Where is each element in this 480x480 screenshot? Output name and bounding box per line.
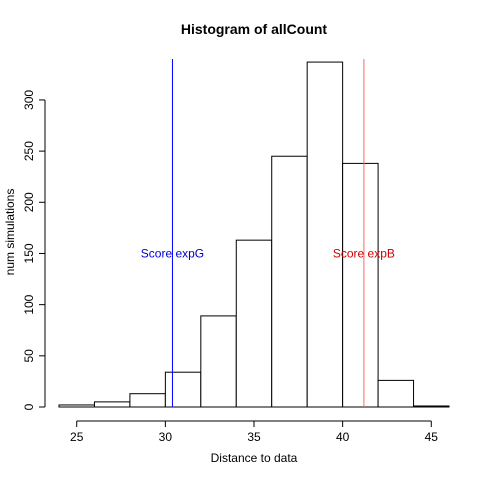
histogram-bar [342, 162, 379, 408]
histogram-bar [413, 405, 450, 408]
y-tick-label: 300 [22, 90, 36, 110]
x-tick-label: 30 [159, 430, 173, 444]
y-tick-label: 50 [22, 349, 36, 363]
y-tick-label: 100 [22, 294, 36, 314]
x-tick-label: 40 [336, 430, 350, 444]
y-tick-label: 0 [22, 403, 36, 410]
chart-title: Histogram of allCount [181, 21, 328, 37]
score-label: Score expB [333, 246, 395, 260]
histogram-bars [58, 61, 450, 408]
histogram-bar [58, 404, 95, 408]
x-axis: 25 30 35 40 45 [70, 420, 439, 444]
histogram-bar [271, 155, 308, 408]
histogram-bar [377, 379, 415, 408]
histogram-bar [93, 401, 131, 408]
histogram-bar [306, 61, 344, 408]
x-tick-label: 45 [425, 430, 439, 444]
annotations: Score expG Score expB [141, 59, 395, 407]
y-axis-label: num simulations [3, 189, 17, 276]
y-tick-label: 200 [22, 192, 36, 212]
x-tick-label: 35 [247, 430, 261, 444]
histogram-bar [235, 239, 273, 408]
score-label: Score expG [141, 246, 204, 260]
y-tick-label: 150 [22, 243, 36, 263]
x-tick-label: 25 [70, 430, 84, 444]
x-axis-label: Distance to data [211, 451, 298, 465]
histogram-bar [200, 315, 237, 408]
y-axis: 0 50 100 150 200 250 300 [22, 90, 46, 410]
histogram-bar [164, 371, 202, 408]
histogram-bar [129, 393, 166, 408]
y-tick-label: 250 [22, 141, 36, 161]
